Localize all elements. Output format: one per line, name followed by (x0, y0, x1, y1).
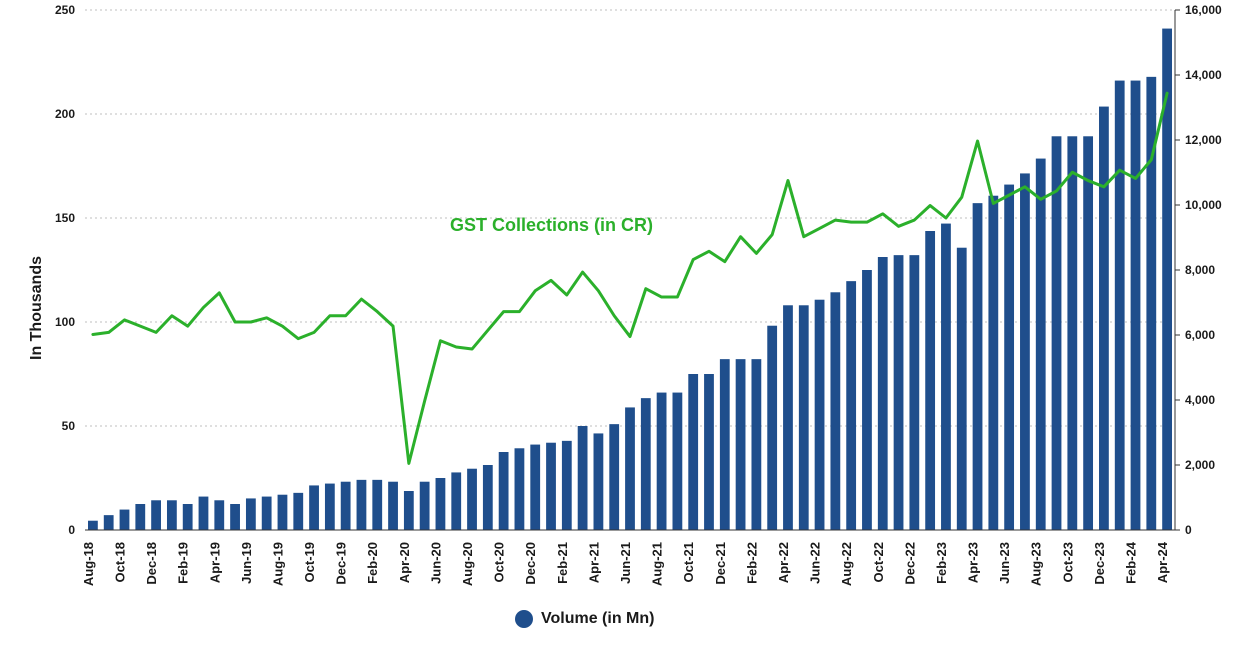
svg-text:4,000: 4,000 (1185, 393, 1215, 407)
svg-text:Dec-18: Dec-18 (144, 542, 159, 585)
svg-text:Feb-20: Feb-20 (365, 542, 380, 584)
svg-text:14,000: 14,000 (1185, 68, 1222, 82)
svg-text:Feb-21: Feb-21 (555, 542, 570, 584)
svg-text:2,000: 2,000 (1185, 458, 1215, 472)
svg-text:6,000: 6,000 (1185, 328, 1215, 342)
svg-text:150: 150 (55, 211, 75, 225)
svg-text:Oct-23: Oct-23 (1060, 542, 1075, 582)
svg-text:250: 250 (55, 3, 75, 17)
combo-chart: 0 50 100 150 200 250 0 2,000 4,000 6,000 8,000 10,0… (0, 0, 1236, 651)
svg-text:16,000: 16,000 (1185, 3, 1222, 17)
svg-text:Dec-20: Dec-20 (523, 542, 538, 585)
svg-text:Dec-21: Dec-21 (713, 542, 728, 585)
legend-dot-icon (515, 610, 533, 628)
svg-text:Jun-22: Jun-22 (808, 542, 823, 584)
chart-svg: 0 50 100 150 200 250 0 2,000 4,000 6,000 8,000 10,0… (0, 0, 1236, 651)
svg-text:Oct-20: Oct-20 (492, 542, 507, 582)
legend-label: Volume (in Mn) (541, 610, 654, 628)
svg-text:Feb-22: Feb-22 (744, 542, 759, 584)
svg-text:Oct-21: Oct-21 (681, 542, 696, 582)
svg-text:10,000: 10,000 (1185, 198, 1222, 212)
svg-text:Feb-19: Feb-19 (176, 542, 191, 584)
svg-text:Oct-22: Oct-22 (871, 542, 886, 582)
svg-text:0: 0 (68, 523, 75, 537)
svg-text:Dec-22: Dec-22 (902, 542, 917, 585)
svg-text:Apr-21: Apr-21 (586, 542, 601, 583)
svg-text:Aug-22: Aug-22 (839, 542, 854, 586)
svg-text:Oct-19: Oct-19 (302, 542, 317, 582)
svg-text:8,000: 8,000 (1185, 263, 1215, 277)
line-series-label: GST Collections (in CR) (450, 215, 653, 236)
svg-text:Aug-23: Aug-23 (1029, 542, 1044, 586)
legend: Volume (in Mn) (515, 610, 654, 628)
svg-text:Aug-20: Aug-20 (460, 542, 475, 586)
svg-text:Feb-24: Feb-24 (1124, 541, 1139, 584)
svg-text:Apr-22: Apr-22 (776, 542, 791, 583)
svg-text:Aug-18: Aug-18 (81, 542, 96, 586)
svg-text:Apr-23: Apr-23 (966, 542, 981, 583)
svg-text:Jun-19: Jun-19 (239, 542, 254, 584)
svg-text:12,000: 12,000 (1185, 133, 1222, 147)
svg-text:Jun-21: Jun-21 (618, 542, 633, 584)
svg-text:100: 100 (55, 315, 75, 329)
svg-text:Jun-20: Jun-20 (428, 542, 443, 584)
left-axis-title: In Thousands (28, 256, 46, 360)
svg-text:Aug-19: Aug-19 (270, 542, 285, 586)
svg-text:Dec-19: Dec-19 (334, 542, 349, 585)
svg-text:50: 50 (62, 419, 76, 433)
svg-text:Oct-18: Oct-18 (112, 542, 127, 582)
svg-text:Apr-19: Apr-19 (207, 542, 222, 583)
svg-text:200: 200 (55, 107, 75, 121)
svg-text:0: 0 (1185, 523, 1192, 537)
svg-text:Apr-24: Apr-24 (1155, 541, 1170, 583)
svg-text:Dec-23: Dec-23 (1092, 542, 1107, 585)
svg-text:Jun-23: Jun-23 (997, 542, 1012, 584)
svg-text:Feb-23: Feb-23 (934, 542, 949, 584)
svg-text:Aug-21: Aug-21 (650, 542, 665, 586)
svg-text:Apr-20: Apr-20 (397, 542, 412, 583)
